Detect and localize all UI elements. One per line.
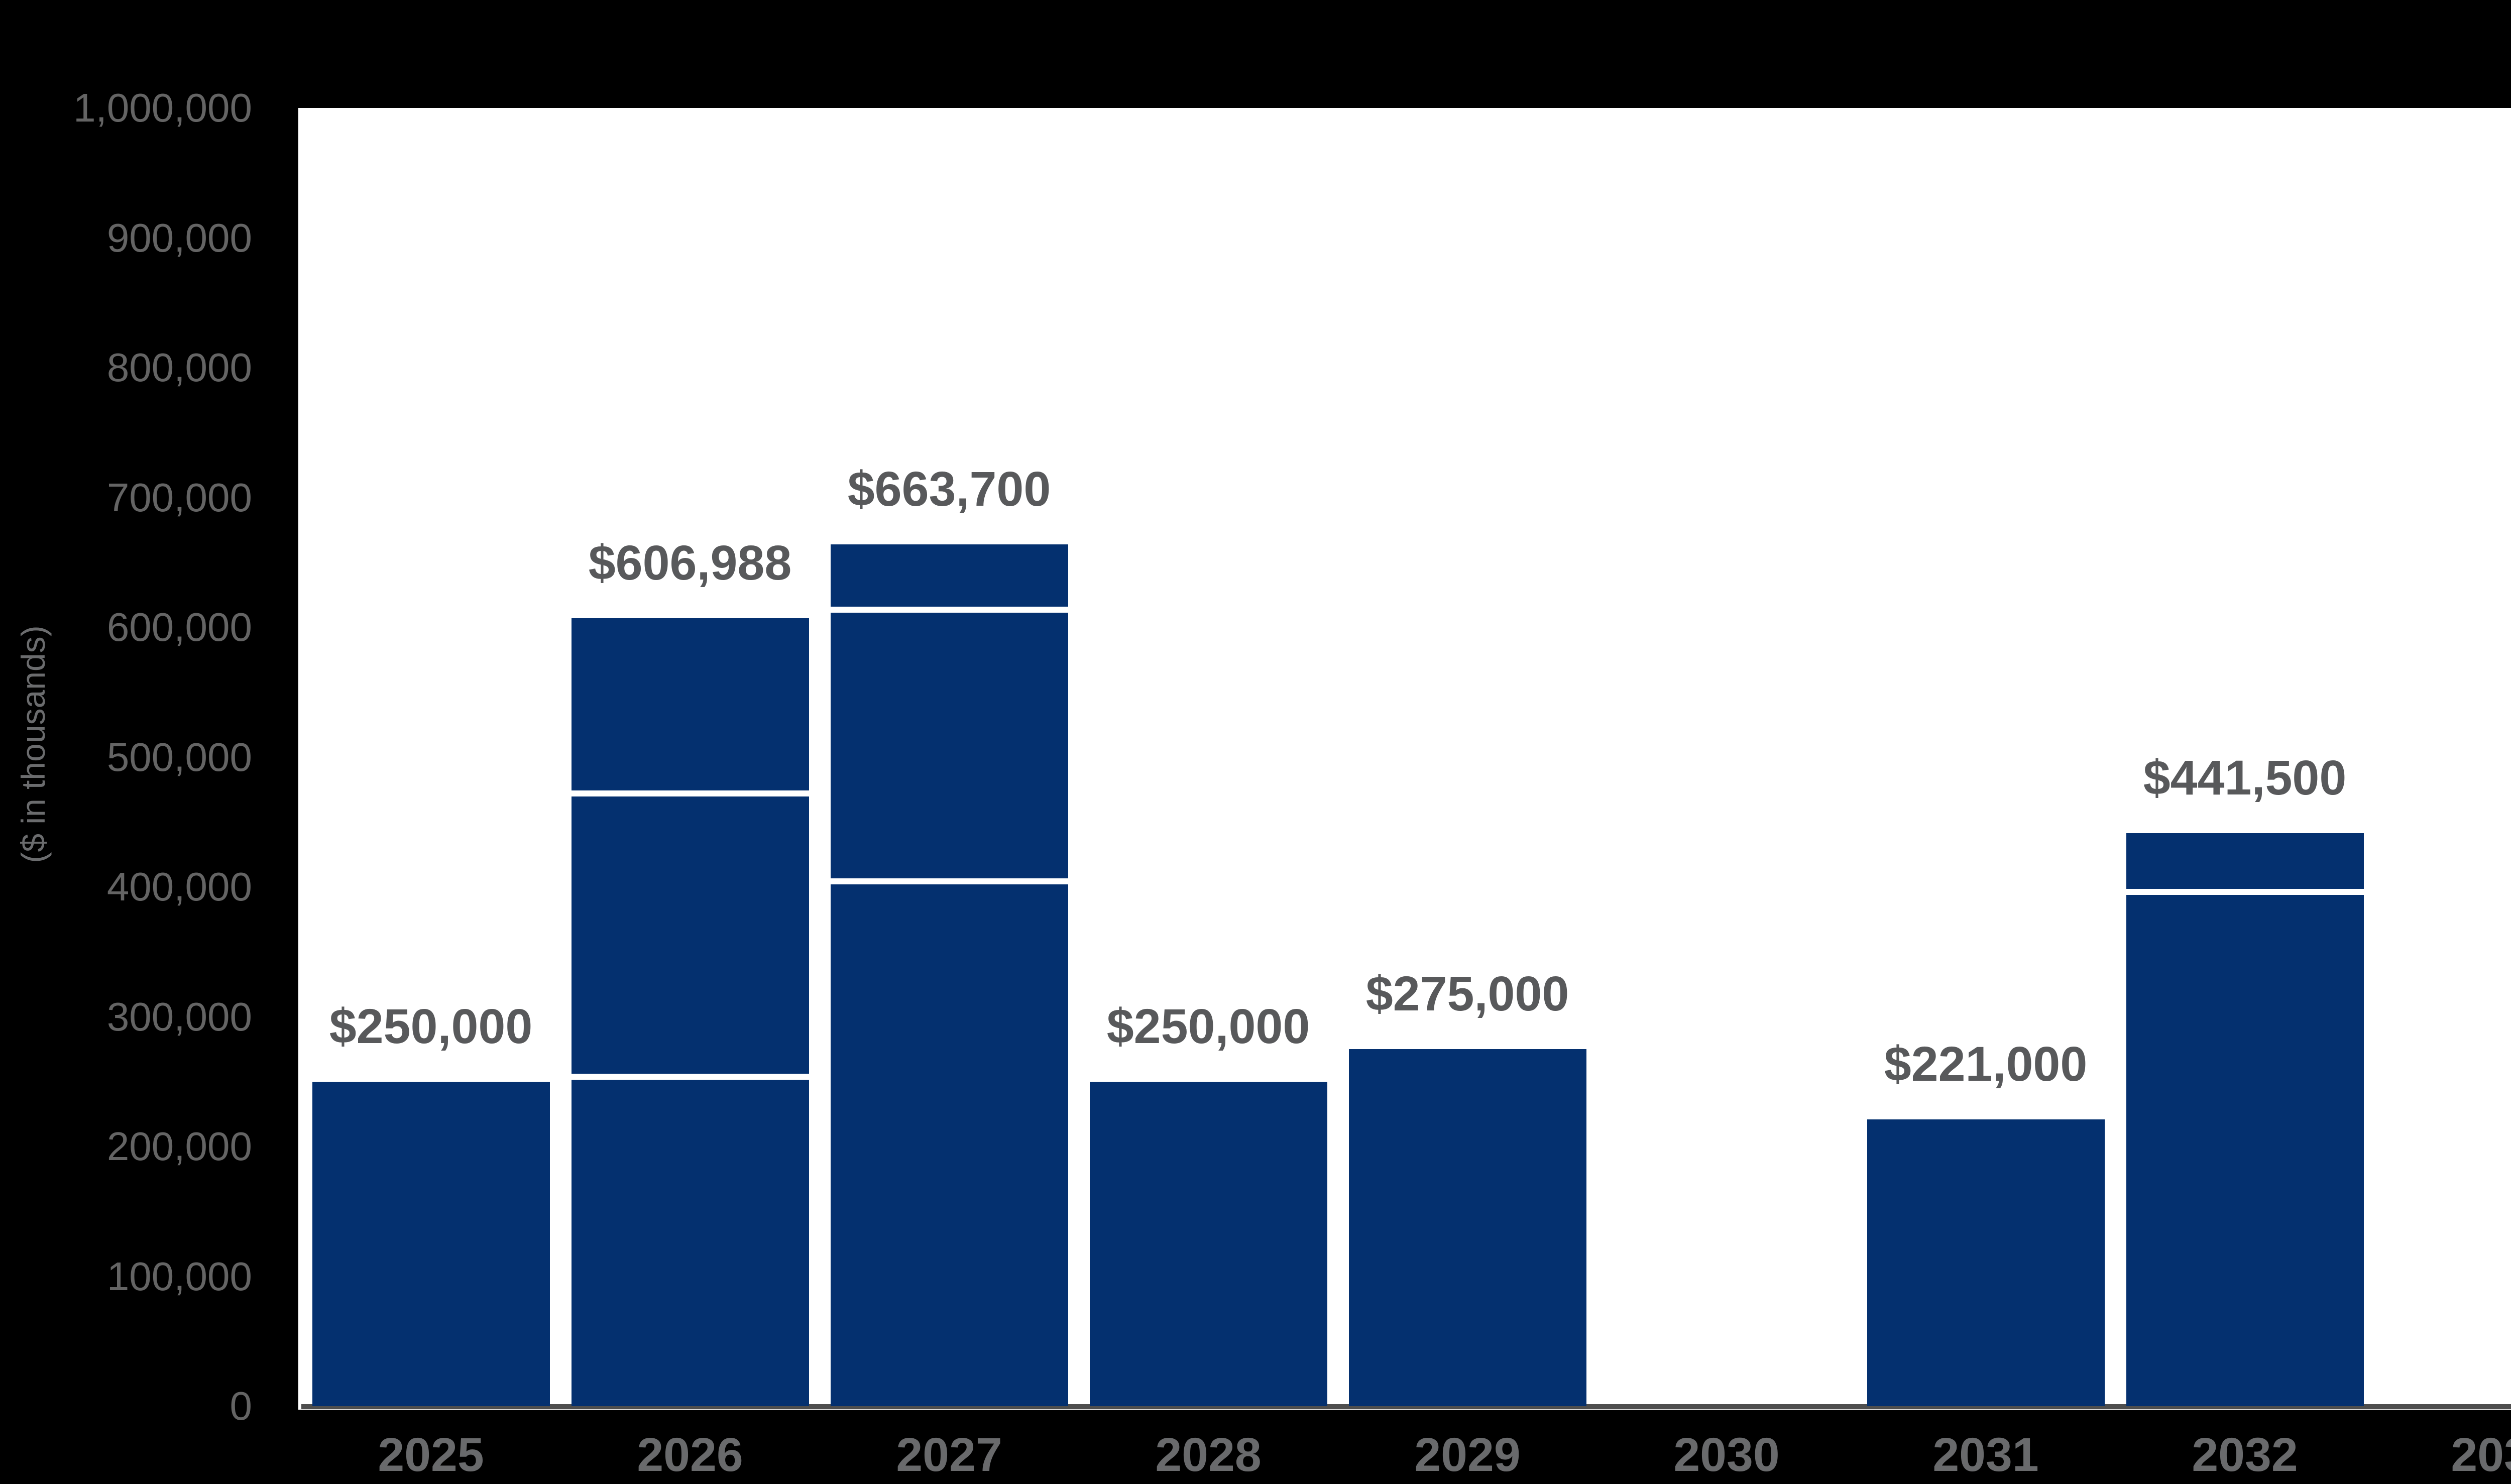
x-axis-line [301, 1404, 2511, 1409]
bar-value-label: $250,000 [329, 998, 533, 1054]
bar-2028 [1089, 1081, 1327, 1406]
bar-value-label: $221,000 [1884, 1036, 2088, 1091]
y-tick-label: 700,000 [106, 475, 252, 520]
bar-2025 [312, 1081, 550, 1406]
y-tick-label: 600,000 [106, 605, 252, 649]
bar-segment-divider [830, 878, 1068, 885]
bar-segment-divider [571, 1073, 809, 1080]
x-tick-label-2028: 2028 [1155, 1428, 1262, 1481]
bar-value-label: $275,000 [1365, 966, 1569, 1021]
bar-2029 [1348, 1049, 1586, 1406]
y-axis-line [298, 108, 301, 1410]
y-tick-label: 0 [230, 1384, 253, 1428]
x-tick-label-2032: 2032 [2192, 1428, 2298, 1481]
bar-value-label: $663,700 [847, 462, 1051, 517]
y-tick-label: 900,000 [106, 215, 252, 260]
y-tick-label: 500,000 [106, 734, 252, 779]
y-tick-label: 1,000,000 [73, 85, 252, 130]
y-tick-label: 200,000 [106, 1124, 252, 1169]
bar-value-label: $441,500 [2143, 750, 2347, 805]
bar-2032 [2126, 833, 2364, 1406]
bar-segment-divider [571, 790, 809, 797]
y-tick-label: 300,000 [106, 994, 252, 1039]
x-tick-label-2027: 2027 [896, 1428, 1002, 1481]
x-tick-label-2029: 2029 [1414, 1428, 1521, 1481]
bar-segment-divider [2126, 888, 2364, 895]
x-tick-label-2031: 2031 [1932, 1428, 2039, 1481]
x-tick-label-2030: 2030 [1673, 1428, 1780, 1481]
x-tick-label-2026: 2026 [637, 1428, 743, 1481]
y-tick-label: 100,000 [106, 1253, 252, 1299]
bar-segment-divider [830, 606, 1068, 613]
bar-2026 [571, 618, 809, 1406]
bar-value-label: $250,000 [1106, 998, 1310, 1054]
x-tick-label-2033: 2033 [2451, 1428, 2511, 1481]
bar-2027 [830, 544, 1068, 1406]
y-tick-label: 400,000 [106, 864, 252, 909]
x-tick-label-2025: 2025 [378, 1428, 484, 1481]
y-tick-label: 800,000 [106, 345, 252, 390]
bar-value-label: $606,988 [588, 535, 792, 590]
bar-2031 [1867, 1119, 2105, 1406]
